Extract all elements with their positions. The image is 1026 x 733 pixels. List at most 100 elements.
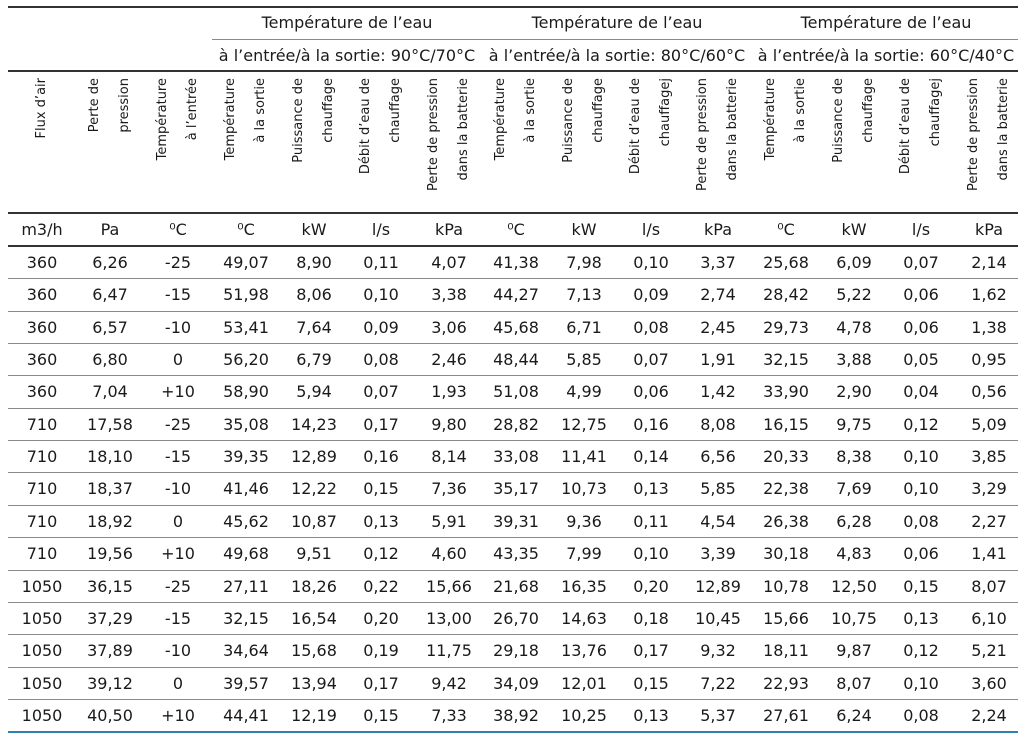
table-cell: 8,14 <box>431 447 467 467</box>
table-cell: 6,10 <box>971 608 1007 628</box>
table-cell: 4,78 <box>836 317 872 337</box>
table-cell: 1,93 <box>431 382 467 402</box>
table-cell: 710 <box>26 511 58 531</box>
table-cell: 0,11 <box>633 511 669 531</box>
table-cell: 27,11 <box>223 576 269 596</box>
table-cell: 15,68 <box>291 641 337 661</box>
table-cell: 8,90 <box>296 253 332 272</box>
column-header-line: Perte de <box>87 78 102 133</box>
table-cell: 51,08 <box>493 382 539 402</box>
table-cell: 35,17 <box>493 479 539 499</box>
column-header-line: Perte de pression <box>695 78 710 191</box>
table-cell: 1050 <box>21 641 63 661</box>
row-separator <box>8 278 1018 280</box>
table-cell: 0,56 <box>971 382 1007 402</box>
table-cell: 0,11 <box>363 253 399 272</box>
table-cell: 0,09 <box>633 285 669 305</box>
table-row: 1050 37,29 -15 32,15 16,54 0,20 13,00 26,70 14,6… <box>0 603 1026 635</box>
table-cell: -15 <box>164 447 192 467</box>
table-cell: 45,68 <box>493 317 539 337</box>
table-cell: 2,14 <box>971 253 1007 272</box>
table-cell: 20,33 <box>763 447 809 467</box>
table-cell: 41,38 <box>493 253 539 272</box>
table-row: 360 7,04 +10 58,90 5,94 0,07 1,93 51,08 4,99 0,06… <box>0 376 1026 408</box>
table-cell: 0,13 <box>633 705 669 725</box>
table-cell: 0,10 <box>633 253 669 272</box>
table-cell: 0,18 <box>633 608 669 628</box>
table-cell: 17,58 <box>87 414 133 434</box>
column-header: Température à la sortie <box>213 78 279 208</box>
table-cell: 12,01 <box>561 673 607 693</box>
table-row: 1050 37,89 -10 34,64 15,68 0,19 11,75 29,18 13,7… <box>0 635 1026 667</box>
table-cell: -10 <box>164 641 192 661</box>
table-cell: 12,19 <box>291 705 337 725</box>
table-cell: 0,15 <box>903 576 939 596</box>
unit-cell: ⁰C <box>237 220 255 239</box>
table-cell: 1,62 <box>971 285 1007 305</box>
table-cell: 18,10 <box>87 447 133 467</box>
table-cell: 51,98 <box>223 285 269 305</box>
table-cell: 53,41 <box>223 317 269 337</box>
table-cell: 710 <box>26 447 58 467</box>
row-separator <box>8 601 1018 603</box>
table-cell: 0 <box>172 350 184 370</box>
table-cell: 6,79 <box>296 350 332 370</box>
table-cell: 12,89 <box>291 447 337 467</box>
group-subtitle: à l’entrée/à la sortie: 60°C/40°C <box>757 46 1015 65</box>
table-cell: 58,90 <box>223 382 269 402</box>
table-cell: 360 <box>26 317 58 337</box>
row-separator <box>8 634 1018 636</box>
table-cell: 40,50 <box>87 705 133 725</box>
table-cell: 37,89 <box>87 641 133 661</box>
table-cell: 0,06 <box>633 382 669 402</box>
table-cell: 0,10 <box>363 285 399 305</box>
table-cell: 0,95 <box>971 350 1007 370</box>
table-cell: 9,42 <box>431 673 467 693</box>
table-cell: 39,35 <box>223 447 269 467</box>
table-cell: 0,15 <box>363 479 399 499</box>
table-cell: 1,42 <box>700 382 736 402</box>
table-cell: 7,98 <box>566 253 602 272</box>
table-cell: 39,31 <box>493 511 539 531</box>
table-cell: 2,27 <box>971 511 1007 531</box>
table-cell: 0,06 <box>903 544 939 564</box>
table-cell: 32,15 <box>223 608 269 628</box>
table-cell: 0,06 <box>903 285 939 305</box>
column-header-line: Température <box>223 78 238 161</box>
table-cell: 710 <box>26 479 58 499</box>
table-cell: 6,24 <box>836 705 872 725</box>
column-header: Perte de pression <box>77 78 143 208</box>
table-cell: 26,38 <box>763 511 809 531</box>
table-cell: 34,09 <box>493 673 539 693</box>
table-cell: 4,07 <box>431 253 467 272</box>
table-cell: 1,41 <box>971 544 1007 564</box>
table-cell: 2,45 <box>700 317 736 337</box>
table-cell: 14,23 <box>291 414 337 434</box>
table-cell: 43,35 <box>493 544 539 564</box>
table-cell: 360 <box>26 350 58 370</box>
table-cell: 9,32 <box>700 641 736 661</box>
table-cell: 22,93 <box>763 673 809 693</box>
table-row: 360 6,26 -25 49,07 8,90 0,11 4,07 41,38 7,98 0,10… <box>0 247 1026 279</box>
table-cell: 2,46 <box>431 350 467 370</box>
table-row: 1050 39,12 0 39,57 13,94 0,17 9,42 34,09 12,01 0,… <box>0 668 1026 700</box>
unit-cell: kW <box>841 220 867 239</box>
column-header: Flux d’air <box>9 78 75 208</box>
row-separator <box>8 407 1018 409</box>
column-header: Température à l’entrée <box>145 78 211 208</box>
table-cell: 0,15 <box>363 705 399 725</box>
table-cell: 6,26 <box>92 253 128 272</box>
table-cell: 27,61 <box>763 705 809 725</box>
table-cell: 9,36 <box>566 511 602 531</box>
table-cell: 36,15 <box>87 576 133 596</box>
column-header: Perte de pression dans la batterie <box>685 78 751 208</box>
table-cell: 30,18 <box>763 544 809 564</box>
unit-cell: Pa <box>100 220 120 239</box>
column-header-rule <box>8 212 1018 214</box>
row-separator <box>8 343 1018 345</box>
row-separator <box>8 472 1018 474</box>
table-cell: 8,38 <box>836 447 872 467</box>
table-cell: 3,29 <box>971 479 1007 499</box>
table-cell: 9,51 <box>296 544 332 564</box>
table-cell: 0,10 <box>903 673 939 693</box>
